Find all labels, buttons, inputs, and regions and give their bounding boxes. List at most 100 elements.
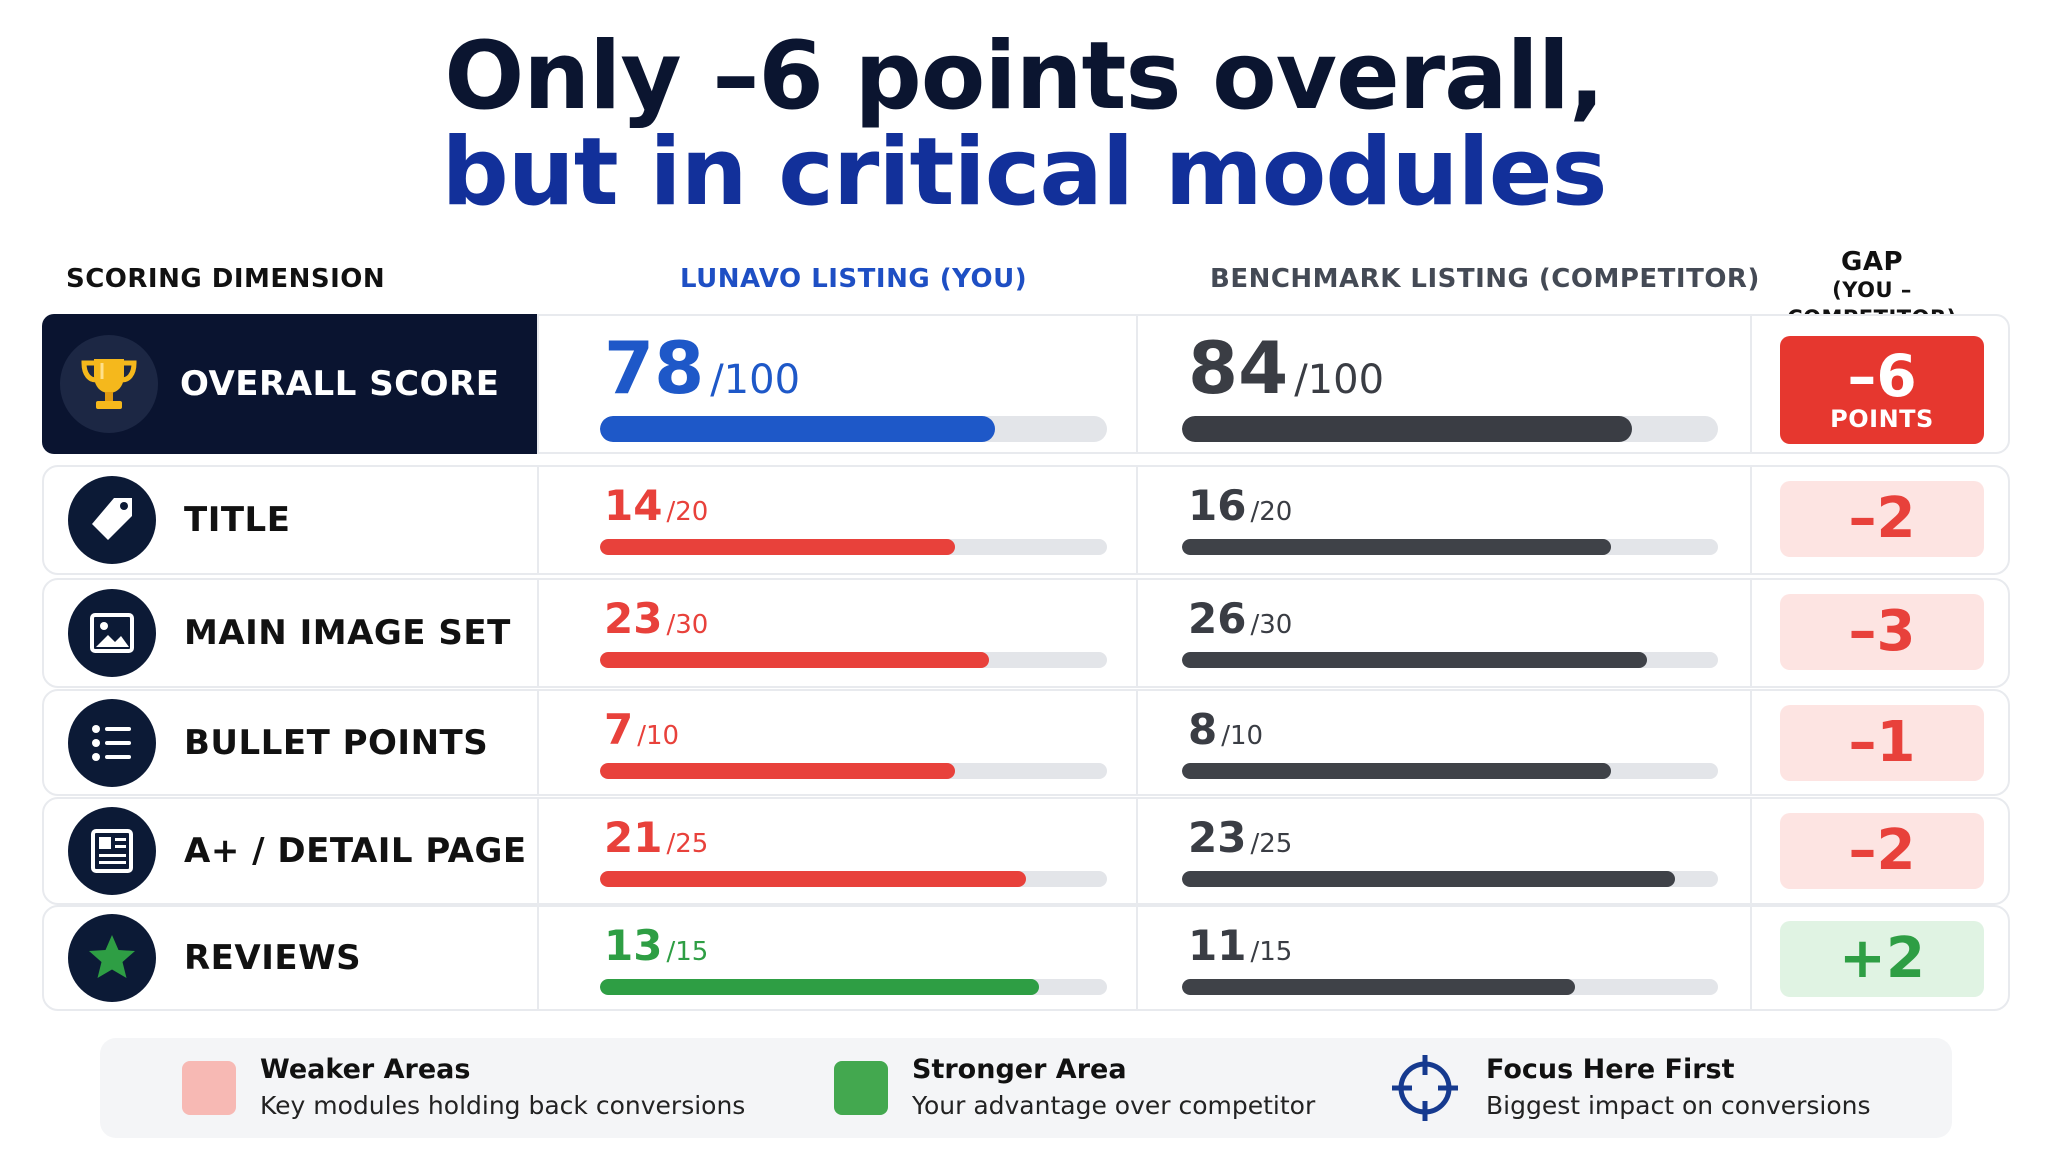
gap-value: –1 — [1848, 710, 1916, 775]
dimension-label: MAIN IMAGE SET — [184, 613, 511, 653]
document-icon — [68, 807, 156, 895]
you-score-max: /10 — [637, 721, 680, 751]
dimension-cell: BULLET POINTS — [44, 691, 537, 794]
competitor-bar-track — [1182, 539, 1718, 555]
competitor-score-value: 23 — [1188, 813, 1247, 862]
competitor-score-max: /20 — [1250, 497, 1293, 527]
legend-description: Your advantage over competitor — [912, 1091, 1316, 1120]
you-bar — [600, 416, 996, 442]
you-bar-track — [600, 871, 1107, 887]
competitor-score-max: /100 — [1294, 357, 1385, 403]
weaker-swatch — [182, 1061, 236, 1115]
competitor-bar-track — [1182, 416, 1718, 442]
you-score-max: /30 — [666, 610, 709, 640]
dimension-cell: REVIEWS — [44, 907, 537, 1009]
you-bar-track — [600, 539, 1107, 555]
you-score-value: 78 — [604, 326, 705, 410]
you-score-max: /20 — [666, 497, 709, 527]
legend-title: Stronger Area — [912, 1054, 1127, 1085]
dimension-cell: TITLE — [44, 467, 537, 573]
gap-badge: –6 POINTS — [1780, 336, 1984, 444]
dimension-label: REVIEWS — [184, 938, 362, 978]
competitor-bar — [1182, 652, 1647, 668]
gap-badge: +2 — [1780, 921, 1984, 997]
row-reviews: REVIEWS 13/15 11/15 +2 — [42, 905, 2010, 1011]
gap-value: –2 — [1848, 818, 1916, 883]
competitor-score: 11/15 — [1188, 921, 1292, 970]
title-line-2: but in critical modules — [441, 118, 1608, 227]
legend-description: Key modules holding back conversions — [260, 1091, 746, 1120]
you-score-value: 14 — [604, 481, 663, 530]
trophy-icon — [60, 335, 158, 433]
legend-item-weaker: Weaker Areas Key modules holding back co… — [182, 1038, 745, 1138]
competitor-bar — [1182, 416, 1633, 442]
legend-item-stronger: Stronger Area Your advantage over compet… — [834, 1038, 1315, 1138]
competitor-score: 84/100 — [1188, 326, 1384, 410]
list-icon — [68, 698, 156, 787]
dimension-cell: OVERALL SCORE — [42, 314, 537, 454]
gap-unit: POINTS — [1830, 405, 1934, 433]
gap-value: –3 — [1848, 599, 1916, 664]
competitor-bar — [1182, 763, 1611, 779]
legend-title: Weaker Areas — [260, 1054, 471, 1085]
you-score-max: /100 — [710, 357, 801, 403]
you-bar — [600, 539, 955, 555]
column-header-you: LUNAVO LISTING (YOU) — [680, 264, 1028, 294]
competitor-score-value: 8 — [1188, 705, 1218, 754]
dimension-cell: A+ / DETAIL PAGE — [44, 799, 537, 903]
you-score-value: 13 — [604, 921, 663, 970]
dimension-label: BULLET POINTS — [184, 722, 489, 763]
you-bar-track — [600, 979, 1107, 995]
gap-badge: –2 — [1780, 813, 1984, 889]
dimension-label: OVERALL SCORE — [180, 364, 500, 404]
row-bullet-points: BULLET POINTS 7/10 8/10 –1 — [42, 689, 2010, 796]
stronger-swatch — [834, 1061, 888, 1115]
legend: Weaker Areas Key modules holding back co… — [100, 1038, 1952, 1138]
gap-value: –2 — [1848, 486, 1916, 551]
you-bar — [600, 652, 989, 668]
gap-value: –6 — [1847, 342, 1917, 410]
competitor-bar — [1182, 871, 1676, 887]
dimension-label: A+ / DETAIL PAGE — [184, 831, 527, 871]
you-score-value: 21 — [604, 813, 663, 862]
row-title: TITLE 14/20 16/20 –2 — [42, 465, 2010, 575]
you-bar — [600, 871, 1026, 887]
competitor-score-value: 84 — [1188, 326, 1289, 410]
competitor-score-max: /10 — [1221, 721, 1264, 751]
competitor-score-value: 16 — [1188, 481, 1247, 530]
row-a-detail-page: A+ / DETAIL PAGE 21/25 23/25 –2 — [42, 797, 2010, 905]
competitor-bar-track — [1182, 652, 1718, 668]
you-bar-track — [600, 763, 1107, 779]
dimension-label: TITLE — [184, 500, 291, 540]
you-score: 21/25 — [604, 813, 708, 862]
competitor-bar-track — [1182, 979, 1718, 995]
you-bar-track — [600, 652, 1107, 668]
you-score-value: 23 — [604, 594, 663, 643]
legend-description: Biggest impact on conversions — [1486, 1091, 1871, 1120]
competitor-score: 26/30 — [1188, 594, 1292, 643]
column-header-dimension: SCORING DIMENSION — [66, 264, 386, 294]
competitor-score-value: 26 — [1188, 594, 1247, 643]
row-main-image-set: MAIN IMAGE SET 23/30 26/30 –3 — [42, 578, 2010, 688]
competitor-bar — [1182, 979, 1576, 995]
competitor-score-max: /25 — [1250, 829, 1293, 859]
gap-header-title: GAP — [1840, 247, 1904, 277]
you-score-max: /25 — [666, 829, 709, 859]
competitor-bar-track — [1182, 871, 1718, 887]
gap-badge: –1 — [1780, 705, 1984, 781]
competitor-score-max: /15 — [1250, 937, 1293, 967]
you-bar — [600, 979, 1040, 995]
you-score-value: 7 — [604, 705, 634, 754]
dimension-cell: MAIN IMAGE SET — [44, 580, 537, 686]
competitor-score: 8/10 — [1188, 705, 1263, 754]
you-score: 7/10 — [604, 705, 679, 754]
image-icon — [68, 589, 156, 677]
crosshair-icon — [1392, 1055, 1458, 1121]
competitor-bar-track — [1182, 763, 1718, 779]
competitor-bar — [1182, 539, 1611, 555]
legend-title: Focus Here First — [1486, 1054, 1735, 1085]
competitor-score-max: /30 — [1250, 610, 1293, 640]
you-score: 23/30 — [604, 594, 708, 643]
gap-badge: –2 — [1780, 481, 1984, 557]
tag-icon — [68, 476, 156, 564]
